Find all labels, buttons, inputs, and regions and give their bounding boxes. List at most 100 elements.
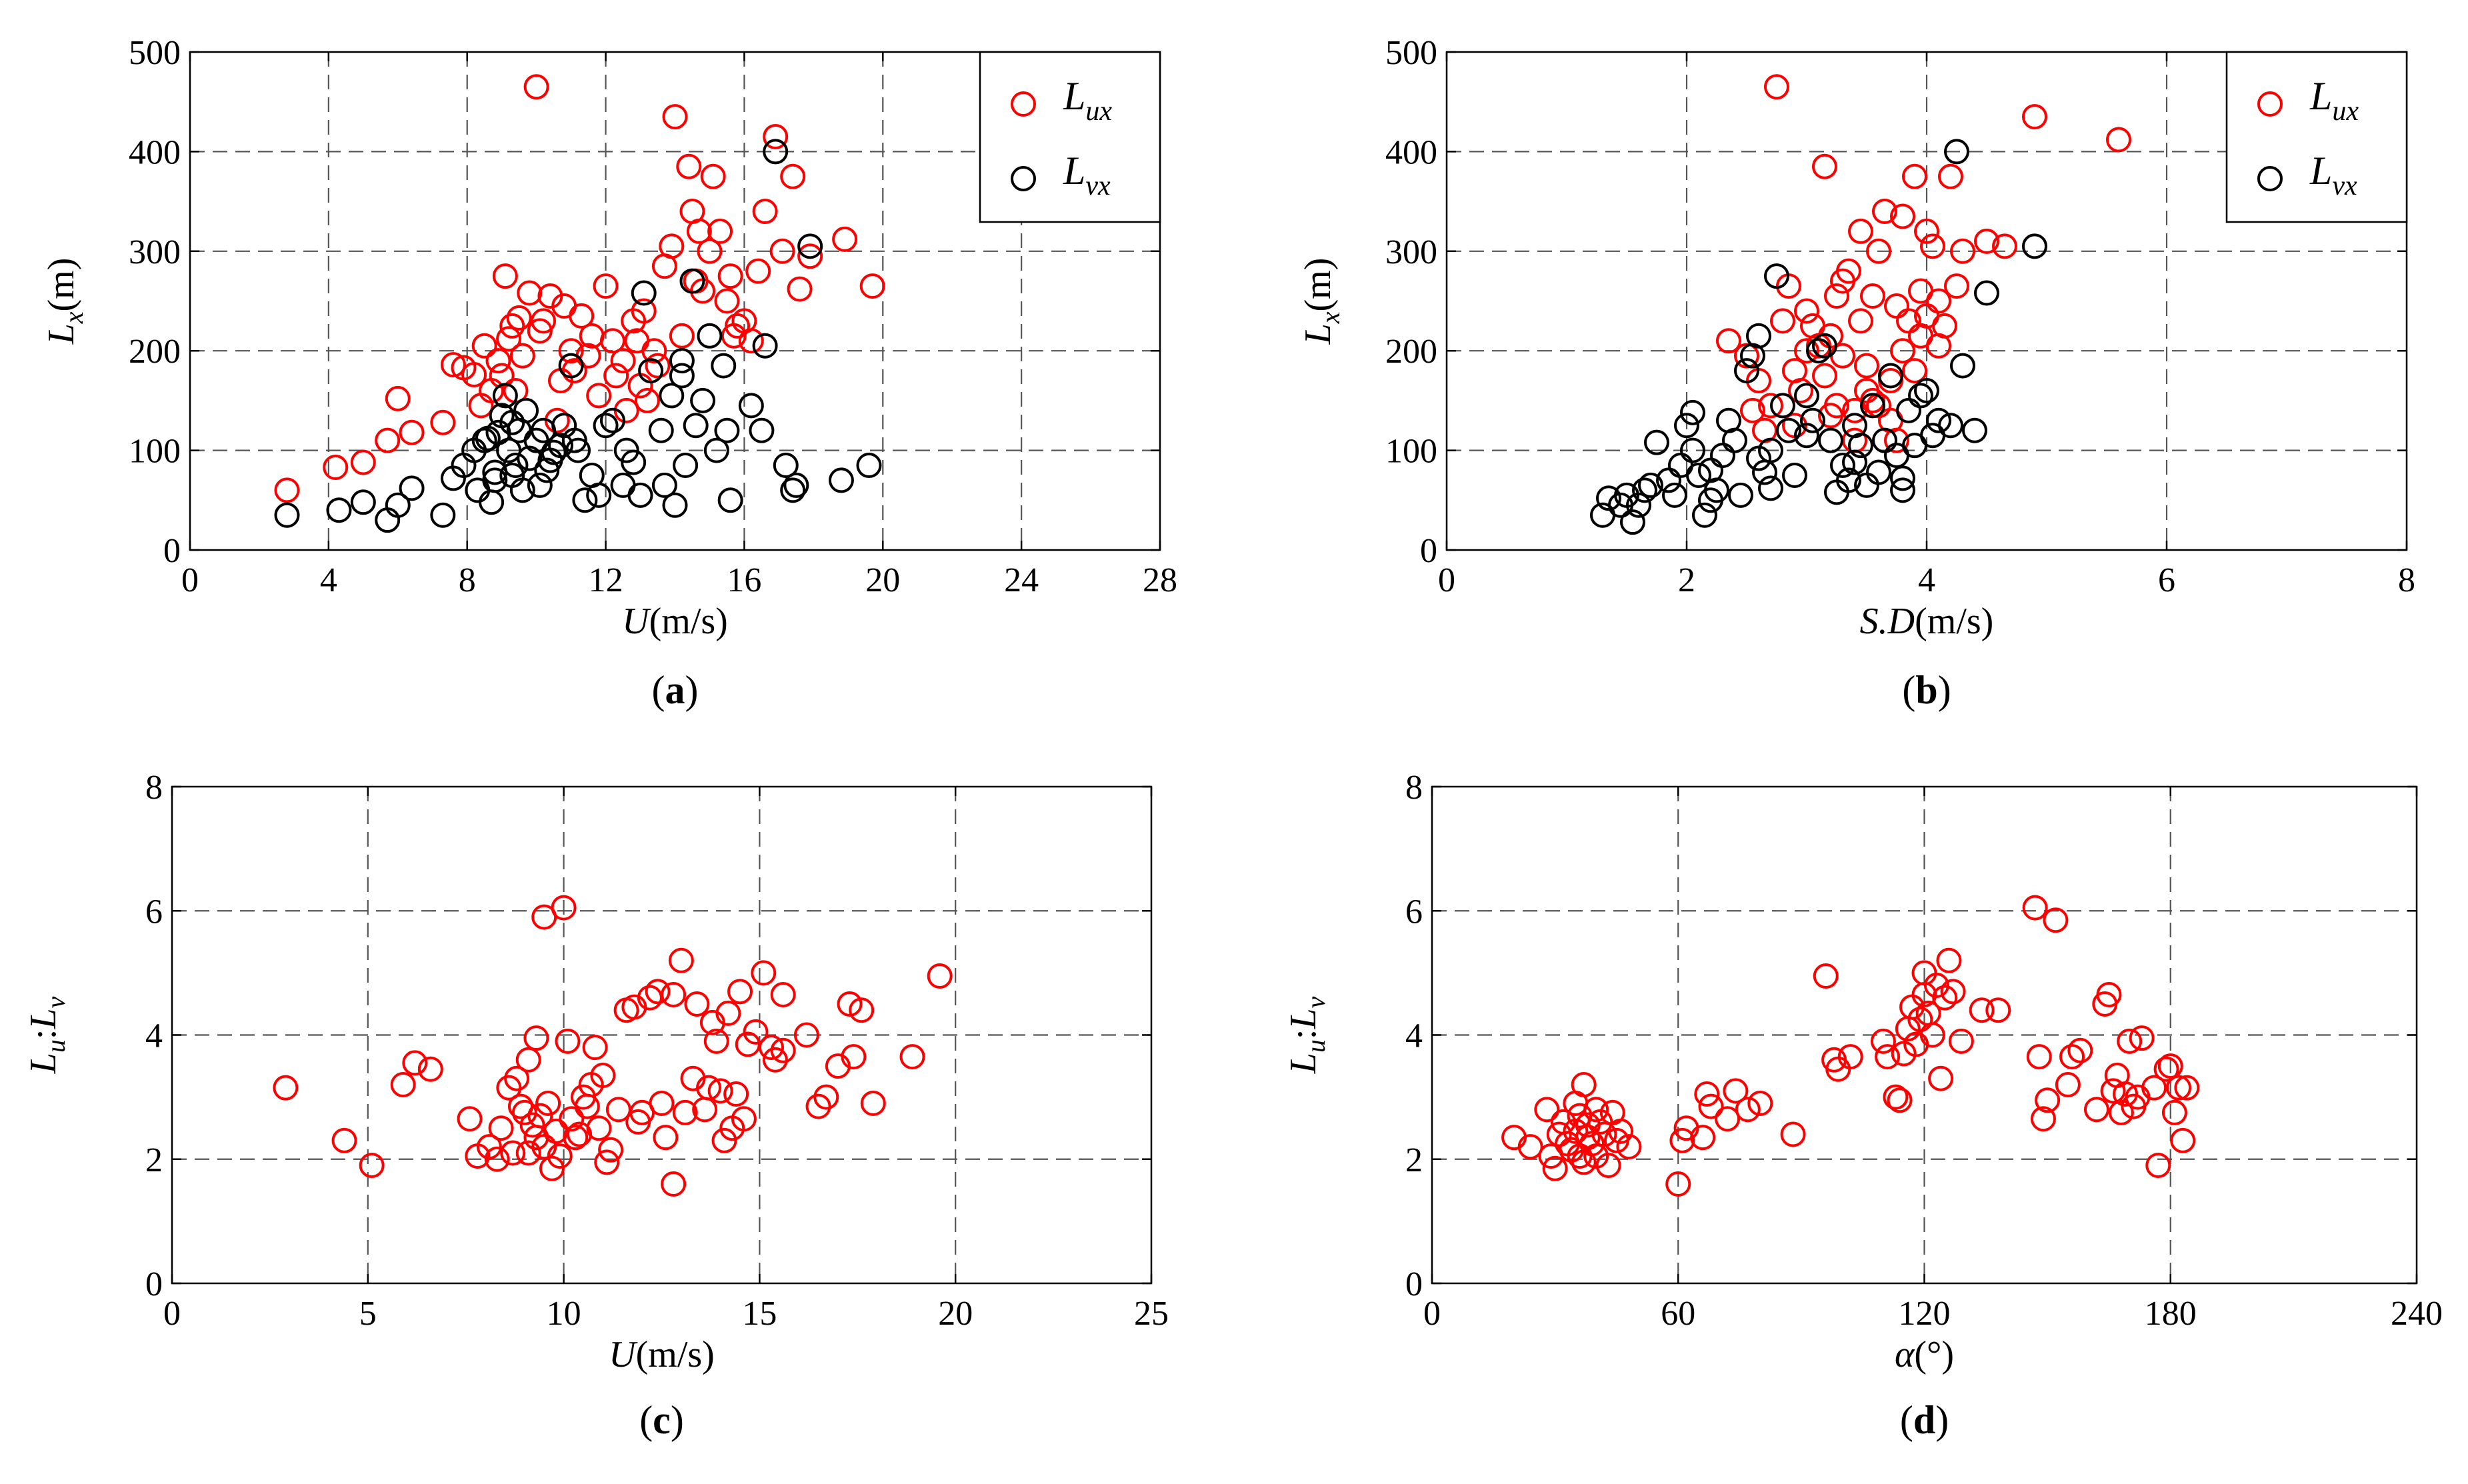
data-point	[2022, 104, 2047, 130]
data-point	[331, 1127, 357, 1153]
data-point	[627, 482, 653, 508]
data-point	[1788, 377, 1813, 403]
data-point	[719, 1115, 745, 1141]
x-tick-label: 0	[1423, 1295, 1441, 1333]
data-point	[1860, 283, 1885, 309]
data-point	[1632, 477, 1657, 503]
data-point	[513, 397, 539, 423]
data-point	[1969, 997, 1995, 1023]
x-axis-label: U(m/s)	[622, 601, 728, 642]
data-point	[1626, 492, 1651, 518]
data-point	[1948, 1028, 1974, 1054]
data-point	[1782, 462, 1807, 488]
data-point	[752, 333, 778, 359]
data-point	[1974, 280, 1999, 306]
data-point	[1734, 358, 1759, 384]
data-point	[506, 305, 532, 331]
data-point	[805, 1093, 831, 1119]
data-point	[631, 280, 657, 306]
data-point	[565, 437, 591, 463]
data-point	[1830, 453, 1855, 479]
data-point	[350, 449, 376, 475]
y-tick-label: 400	[1385, 133, 1437, 171]
panel-label: (c)	[639, 1398, 684, 1442]
data-point	[1715, 1106, 1741, 1132]
data-point	[714, 417, 740, 443]
legend-marker	[2257, 166, 2283, 191]
data-point	[323, 454, 349, 480]
data-point	[1870, 1028, 1896, 1054]
data-point	[797, 243, 823, 269]
data-point	[661, 1171, 687, 1197]
y-axis-label: Lx(m)	[1297, 258, 1345, 345]
data-point	[1812, 153, 1837, 179]
data-point	[1938, 163, 1963, 189]
data-point	[661, 981, 687, 1007]
data-point	[2096, 981, 2122, 1007]
x-tick-label: 5	[359, 1295, 377, 1333]
data-point	[385, 492, 411, 518]
data-point	[1944, 139, 1969, 165]
data-point	[662, 104, 688, 130]
panel-c: 0 5 10 15 20 25 0 2 4 6 8 U(m/s) Lu:Lv (c)	[23, 769, 1169, 1442]
data-point	[2108, 1099, 2134, 1125]
data-point	[1848, 308, 1873, 334]
x-tick-label: 2	[1678, 561, 1695, 599]
data-point	[1902, 163, 1927, 189]
data-point	[496, 1075, 522, 1101]
data-point	[659, 383, 685, 409]
data-point	[2117, 1028, 2143, 1054]
data-point	[1914, 303, 1939, 329]
data-point	[399, 475, 425, 501]
data-point	[578, 1072, 604, 1097]
x-tick-label: 4	[320, 561, 337, 599]
data-point	[1534, 1097, 1560, 1123]
data-point	[1890, 477, 1915, 503]
data-point	[326, 497, 352, 523]
data-point	[2022, 895, 2048, 921]
data-point	[534, 457, 560, 483]
data-point	[1644, 429, 1669, 455]
data-point	[390, 1072, 416, 1097]
data-point	[715, 1000, 741, 1026]
data-point	[1992, 233, 2017, 259]
data-point	[653, 1125, 679, 1151]
data-point	[1842, 449, 1867, 475]
data-point	[2113, 1081, 2139, 1107]
data-point	[1734, 343, 1759, 369]
data-point	[717, 263, 743, 289]
y-tick-label: 8	[145, 769, 163, 807]
data-point	[1872, 199, 1897, 225]
data-point	[770, 1037, 796, 1063]
data-point	[1723, 1078, 1749, 1104]
data-point	[659, 233, 685, 259]
data-point	[762, 1047, 788, 1073]
data-point	[515, 1047, 541, 1073]
data-point	[697, 238, 723, 264]
data-point	[849, 997, 875, 1023]
data-point	[1546, 1121, 1572, 1147]
data-point	[375, 427, 401, 453]
data-point	[1914, 377, 1939, 403]
x-tick-label: 0	[181, 561, 199, 599]
data-point	[860, 1090, 886, 1116]
data-point	[586, 383, 612, 409]
data-point	[1848, 433, 1873, 459]
data-point	[468, 393, 494, 419]
data-point	[1728, 482, 1753, 508]
y-axis-label: Lu:Lv	[1283, 996, 1331, 1074]
x-tick-label: 180	[2145, 1295, 2197, 1333]
data-point	[2141, 1075, 2167, 1101]
data-point	[1875, 1044, 1901, 1070]
data-point	[523, 1025, 549, 1051]
data-point	[1692, 502, 1717, 528]
data-point	[1800, 407, 1825, 433]
data-point	[2055, 1072, 2081, 1097]
data-point	[517, 280, 543, 306]
data-point	[509, 343, 535, 369]
data-point	[527, 1103, 553, 1129]
data-point	[832, 226, 858, 252]
x-tick-label: 12	[589, 561, 623, 599]
data-point	[1680, 437, 1705, 463]
data-point	[1920, 233, 1945, 259]
